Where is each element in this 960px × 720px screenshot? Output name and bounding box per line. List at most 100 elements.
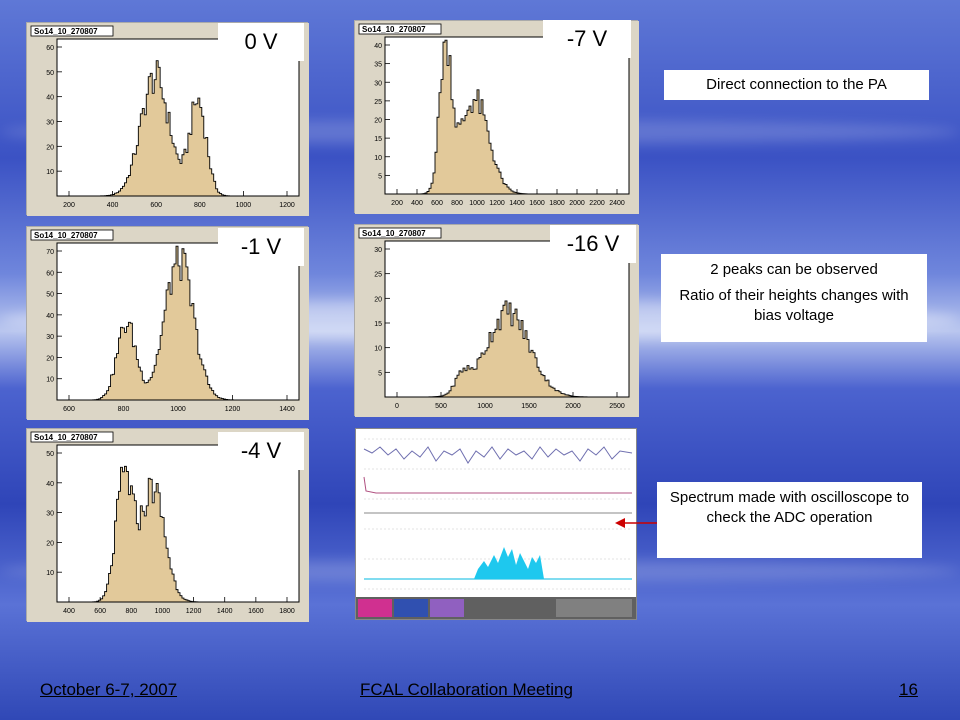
x-tick-label: 2000 [565, 403, 581, 410]
x-tick-label: 400 [63, 608, 75, 615]
histogram-title-box [30, 431, 114, 443]
y-tick-label: 30 [46, 334, 54, 341]
x-tick-label: 1000 [155, 608, 171, 615]
histogram-minus16v: So14_10_270807RMS 316.205001000150020002… [354, 224, 639, 417]
x-tick-label: 1400 [217, 608, 233, 615]
note-direct-connection: Direct connection to the PA [664, 70, 929, 100]
voltage-label-minus4v: -4 V [218, 432, 304, 470]
y-tick-label: 10 [46, 570, 54, 577]
x-tick-label: 1600 [529, 200, 545, 207]
histogram-minus4v: So14_10_270807 400 600 800 1000 1200 1400 1600 1… [26, 428, 309, 622]
x-tick-label: 1600 [248, 608, 264, 615]
x-tick-label: 400 [411, 200, 423, 207]
x-tick-label: 200 [391, 200, 403, 207]
x-tick-label: 1000 [236, 202, 252, 209]
y-tick-label: 40 [46, 313, 54, 320]
histogram-title: So14_10_270807 [362, 229, 426, 238]
histogram-title: So14_10_270807 [34, 433, 98, 442]
voltage-label-0v: 0 V [218, 23, 304, 61]
oscilloscope-screenshot [355, 428, 637, 620]
y-tick-label: 10 [374, 155, 382, 162]
histogram-bars [59, 245, 297, 401]
histogram-title: So14_10_270807 [34, 27, 98, 36]
footer-title: FCAL Collaboration Meeting [360, 680, 573, 699]
x-tick-label: 1800 [549, 200, 565, 207]
histogram-title-box [358, 23, 442, 35]
y-tick-label: 50 [46, 70, 54, 77]
histogram-title: So14_10_270807 [34, 231, 98, 240]
y-tick-label: 10 [46, 169, 54, 176]
histogram-bars [59, 465, 297, 603]
histogram-title-box [30, 229, 114, 241]
x-tick-label: 400 [107, 202, 119, 209]
y-tick-label: 40 [46, 481, 54, 488]
y-tick-label: 60 [46, 45, 54, 52]
y-tick-label: 5 [378, 370, 382, 377]
note-two-peaks: 2 peaks can be observed Ratio of their h… [661, 254, 927, 342]
x-tick-label: 500 [435, 403, 447, 410]
footer-date: October 6-7, 2007 [40, 680, 178, 699]
voltage-label-minus7v: -7 V [543, 20, 631, 58]
y-tick-label: 25 [374, 99, 382, 106]
y-tick-label: 20 [46, 540, 54, 547]
x-tick-label: 600 [431, 200, 443, 207]
voltage-label-minus1v: -1 V [218, 228, 304, 266]
histogram-bars [387, 39, 627, 195]
y-tick-label: 10 [46, 377, 54, 384]
y-tick-label: 50 [46, 292, 54, 299]
x-tick-label: 1500 [521, 403, 537, 410]
y-tick-label: 40 [374, 43, 382, 50]
y-tick-label: 30 [46, 511, 54, 518]
y-tick-label: 20 [374, 296, 382, 303]
y-tick-label: 60 [46, 270, 54, 277]
histogram-bars [59, 60, 297, 197]
x-tick-label: 200 [63, 202, 75, 209]
y-tick-label: 40 [46, 95, 54, 102]
histogram-title-box [358, 227, 442, 239]
x-tick-label: 2400 [609, 200, 625, 207]
page-number: 16 [899, 680, 918, 699]
x-tick-label: 800 [451, 200, 463, 207]
y-tick-label: 15 [374, 321, 382, 328]
histogram-title: So14_10_270807 [362, 25, 426, 34]
x-tick-label: 800 [125, 608, 137, 615]
x-tick-label: 1200 [279, 202, 295, 209]
x-tick-label: 800 [118, 406, 130, 413]
x-tick-label: 1200 [225, 406, 241, 413]
histogram-bars [387, 300, 627, 398]
note-two-peaks-line2: Ratio of their heights changes with bias… [679, 287, 909, 324]
y-tick-label: 50 [46, 451, 54, 458]
y-tick-label: 70 [46, 249, 54, 256]
y-tick-label: 25 [374, 272, 382, 279]
y-tick-label: 20 [46, 144, 54, 151]
x-tick-label: 1400 [279, 406, 295, 413]
x-tick-label: 2000 [569, 200, 585, 207]
x-tick-label: 1800 [279, 608, 295, 615]
arrow-left-icon [615, 518, 657, 528]
y-tick-label: 30 [374, 247, 382, 254]
x-tick-label: 1200 [186, 608, 202, 615]
histogram-title-box [30, 25, 114, 37]
x-tick-label: 0 [395, 403, 399, 410]
x-tick-label: 600 [63, 406, 75, 413]
y-tick-label: 35 [374, 62, 382, 69]
y-tick-label: 30 [46, 120, 54, 127]
x-tick-label: 1000 [170, 406, 186, 413]
y-tick-label: 20 [46, 355, 54, 362]
x-tick-label: 1200 [489, 200, 505, 207]
x-tick-label: 2500 [609, 403, 625, 410]
y-tick-label: 30 [374, 80, 382, 87]
voltage-label-minus16v: -16 V [550, 225, 636, 263]
x-tick-label: 600 [94, 608, 106, 615]
x-tick-label: 1400 [509, 200, 525, 207]
note-oscilloscope: Spectrum made with oscilloscope to check… [657, 482, 922, 558]
y-tick-label: 20 [374, 118, 382, 125]
note-two-peaks-line1: 2 peaks can be observed [710, 261, 878, 278]
y-tick-label: 5 [378, 173, 382, 180]
x-tick-label: 1000 [469, 200, 485, 207]
x-tick-label: 800 [194, 202, 206, 209]
x-tick-label: 600 [150, 202, 162, 209]
x-tick-label: 2200 [589, 200, 605, 207]
y-tick-label: 15 [374, 136, 382, 143]
x-tick-label: 1000 [477, 403, 493, 410]
